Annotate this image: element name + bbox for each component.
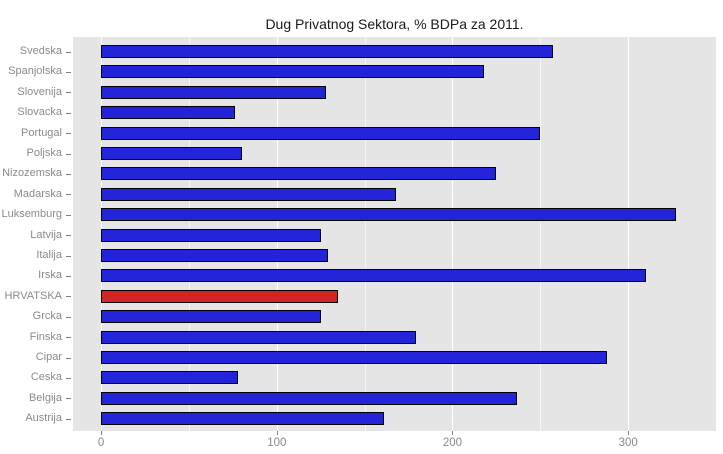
y-axis-tick [66, 153, 71, 155]
bar [101, 187, 397, 201]
y-axis-label: Spanjolska [8, 65, 62, 78]
y-axis-tick [66, 357, 71, 359]
x-axis-label: 0 [97, 437, 105, 449]
plot-panel [73, 37, 717, 431]
y-axis-tick [66, 377, 71, 379]
y-axis-tick [66, 133, 71, 135]
bar [101, 228, 321, 242]
y-axis-tick [66, 92, 71, 94]
y-axis-tick [66, 214, 71, 216]
y-axis-tick [66, 194, 71, 196]
y-axis-label: Slovenija [17, 85, 62, 98]
y-axis-label: HRVATSKA [4, 289, 62, 302]
y-axis-tick [66, 418, 71, 420]
x-axis-label: 100 [267, 437, 287, 449]
bar [101, 208, 676, 222]
bar [101, 65, 485, 79]
chart-title: Dug Privatnog Sektora, % BDPa za 2011. [265, 16, 524, 32]
x-axis-label: 300 [618, 437, 638, 449]
y-axis-label: Grcka [32, 310, 62, 323]
bar [101, 45, 553, 58]
y-axis-tick [66, 173, 71, 175]
major-gridline [452, 37, 454, 431]
bar [101, 106, 235, 120]
y-axis-tick [66, 71, 71, 73]
major-gridline [628, 37, 630, 431]
y-axis-label: Ceska [30, 371, 62, 384]
y-axis-tick [66, 51, 71, 53]
minor-gridline [716, 37, 717, 431]
bar [101, 371, 239, 385]
y-axis-tick [66, 255, 71, 257]
y-axis-tick [66, 275, 71, 277]
y-axis-label: Irska [38, 269, 62, 282]
bar [101, 310, 321, 324]
minor-gridline [540, 37, 542, 431]
x-axis-tick [628, 431, 630, 435]
x-axis-tick [276, 431, 278, 435]
y-axis-label: Austrija [25, 412, 62, 425]
bar [101, 85, 326, 99]
y-axis-tick [66, 112, 71, 114]
y-axis-label: Poljska [26, 147, 62, 159]
y-axis-label: Madarska [13, 187, 62, 200]
y-axis-label: Slovacka [17, 106, 62, 119]
bar [101, 391, 518, 405]
y-axis-tick [66, 316, 71, 318]
bar [101, 147, 242, 160]
x-axis-label: 200 [442, 437, 463, 449]
y-axis-tick [66, 398, 71, 400]
y-axis-tick [66, 296, 71, 298]
y-axis-label: Italija [36, 249, 62, 261]
x-axis-tick [101, 431, 103, 435]
minor-gridline [364, 37, 366, 431]
y-axis-label: Latvija [30, 228, 62, 241]
y-axis-label: Portugal [21, 126, 62, 139]
bar [101, 412, 384, 426]
y-axis-label: Cipar [35, 351, 62, 363]
y-axis-label: Finska [29, 330, 62, 343]
bar [101, 289, 339, 303]
y-axis-label: Svedska [19, 45, 62, 57]
bar [101, 167, 497, 181]
y-axis-label: Belgija [28, 391, 62, 404]
y-axis-label: Nizozemska [2, 167, 62, 180]
y-axis-tick [66, 235, 71, 237]
bar [101, 351, 608, 364]
x-axis-tick [452, 431, 454, 435]
bar [101, 249, 328, 262]
y-axis-tick [66, 337, 71, 339]
bar [101, 269, 646, 283]
y-axis-label: Luksemburg [1, 208, 62, 221]
bar [101, 330, 416, 344]
bar [101, 126, 541, 140]
